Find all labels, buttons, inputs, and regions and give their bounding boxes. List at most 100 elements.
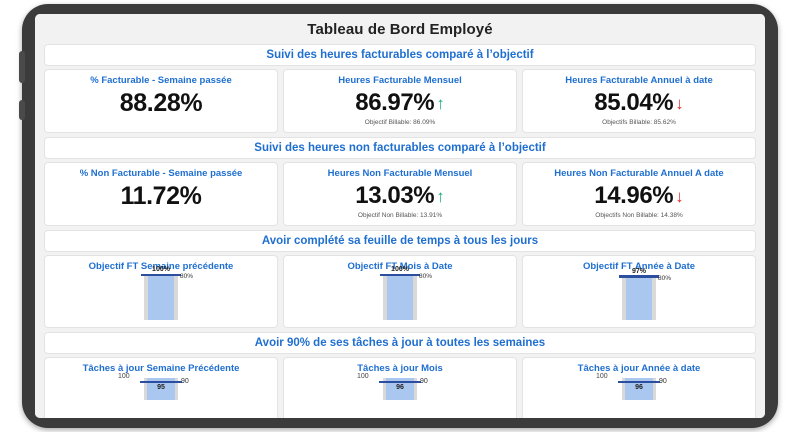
trend-down-icon: ↓ xyxy=(675,93,684,113)
gauge-card-title: Objectif FT Semaine précédente xyxy=(88,261,234,272)
gauge-target-label: 80% xyxy=(180,273,194,281)
gauge-card-ft-month-to-date[interactable]: Objectif FT Mois à Date 100% 80% xyxy=(283,255,517,329)
gauge-fill xyxy=(625,377,653,400)
bullet-gauge[interactable]: 100% 80% xyxy=(288,266,512,322)
card-row-tasks-up-to-date: Tâches à jour Semaine Précédente 95 100 … xyxy=(44,357,756,418)
gauge-card-title: Tâches à jour Semaine Précédente xyxy=(82,363,240,375)
kpi-value: 14.96% xyxy=(594,182,674,210)
bullet-gauge[interactable]: 100% 80% xyxy=(49,266,273,322)
kpi-card-title: Heures Non Facturable Annuel A date xyxy=(554,168,724,179)
gauge-card-title: Tâches à jour Année à date xyxy=(577,363,701,375)
section-header-billable-hours: Suivi des heures facturables comparé à l… xyxy=(44,44,756,66)
gauge-track: 95 100 90 xyxy=(118,373,189,400)
gauge-fill xyxy=(148,276,174,321)
volume-button[interactable] xyxy=(19,100,25,120)
gauge-card-title: Objectif FT Mois à Date xyxy=(347,261,453,272)
dashboard-screen: Tableau de Bord Employé Suivi des heures… xyxy=(35,14,765,418)
gauge-threshold-marker xyxy=(379,380,421,384)
section-header-tasks-up-to-date: Avoir 90% de ses tâches à jour à toutes … xyxy=(44,332,756,355)
kpi-card-title: Heures Facturable Annuel à date xyxy=(565,75,713,86)
gauge-target-label: 80% xyxy=(658,274,672,282)
gauge-card-title: Objectif FT Année à Date xyxy=(582,261,696,272)
kpi-card-billable-ytd[interactable]: Heures Facturable Annuel à date 85.04% ↓… xyxy=(522,69,756,133)
trend-down-icon: ↓ xyxy=(675,186,684,206)
card-row-non-billable-hours: % Non Facturable - Semaine passée 11.72%… xyxy=(44,162,756,226)
power-button[interactable] xyxy=(19,51,25,83)
gauge-card-title: Tâches à jour Mois xyxy=(357,363,443,375)
gauge-value-label: 95 xyxy=(157,383,165,391)
card-row-billable-hours: % Facturable - Semaine passée 88.28% Heu… xyxy=(44,69,756,133)
gauge-target-label: 90 xyxy=(420,377,428,385)
gauge-target-label: 90 xyxy=(181,377,189,385)
section-tasks-up-to-date: Avoir 90% de ses tâches à jour à toutes … xyxy=(44,332,756,418)
card-row-timesheet-completion: Objectif FT Semaine précédente 100% 80% … xyxy=(44,255,756,329)
kpi-value: 13.03% xyxy=(355,182,435,210)
section-header-non-billable-hours: Suivi des heures non facturables comparé… xyxy=(44,137,756,159)
gauge-target-label: 80% xyxy=(419,273,433,281)
gauge-track: 100% 80% xyxy=(141,266,193,321)
kpi-card-title: % Facturable - Semaine passée xyxy=(90,75,232,86)
gauge-threshold-marker xyxy=(140,380,182,384)
gauge-fill xyxy=(387,276,413,321)
kpi-value-row: 86.97% ↑ xyxy=(355,91,445,115)
section-header-timesheet-completion: Avoir complété sa feuille de temps à tou… xyxy=(44,230,756,252)
gauge-track: 97% 80% xyxy=(619,268,671,321)
gauge-fill xyxy=(147,377,175,400)
gauge-track: 96 100 90 xyxy=(596,373,667,400)
gauge-card-tasks-year-to-date[interactable]: Tâches à jour Année à date 96 100 90 xyxy=(522,357,756,418)
bullet-gauge[interactable]: 95 100 90 xyxy=(49,373,273,402)
gauge-track: 100% 80% xyxy=(380,266,432,321)
kpi-value: 11.72% xyxy=(120,182,202,211)
kpi-value-row: 85.04% ↓ xyxy=(594,91,684,115)
kpi-value-row: 14.96% ↓ xyxy=(594,184,684,208)
kpi-card-non-billable-ytd[interactable]: Heures Non Facturable Annuel A date 14.9… xyxy=(522,162,756,226)
kpi-card-non-billable-last-week[interactable]: % Non Facturable - Semaine passée 11.72% xyxy=(44,162,278,226)
gauge-axis-label: 100 xyxy=(118,372,130,380)
gauge-card-tasks-last-week[interactable]: Tâches à jour Semaine Précédente 95 100 … xyxy=(44,357,278,418)
kpi-card-title: Heures Non Facturable Mensuel xyxy=(327,168,473,179)
kpi-card-billable-last-week[interactable]: % Facturable - Semaine passée 88.28% xyxy=(44,69,278,133)
kpi-value: 88.28% xyxy=(119,89,203,118)
kpi-card-billable-monthly[interactable]: Heures Facturable Mensuel 86.97% ↑ Objec… xyxy=(283,69,517,133)
kpi-target-label: Objectif Billable: 86.09% xyxy=(364,119,436,127)
gauge-threshold-marker xyxy=(618,380,660,384)
kpi-target-label: Objectif Non Billable: 13.91% xyxy=(357,212,443,220)
kpi-target-label: Objectifs Billable: 85.62% xyxy=(602,119,676,127)
gauge-threshold-marker xyxy=(141,273,181,277)
kpi-value: 86.97% xyxy=(355,89,435,117)
gauge-fill xyxy=(386,377,414,400)
gauge-value-label: 97% xyxy=(631,267,646,275)
section-non-billable-hours: Suivi des heures non facturables comparé… xyxy=(44,137,756,226)
trend-up-icon: ↑ xyxy=(436,186,445,206)
section-timesheet-completion: Avoir complété sa feuille de temps à tou… xyxy=(44,230,756,329)
gauge-value-label: 96 xyxy=(396,383,404,391)
gauge-card-ft-year-to-date[interactable]: Objectif FT Année à Date 97% 80% xyxy=(522,255,756,329)
page-title: Tableau de Bord Employé xyxy=(307,21,493,38)
kpi-card-title: % Non Facturable - Semaine passée xyxy=(79,168,243,179)
kpi-value-row: 11.72% xyxy=(120,184,201,209)
bullet-gauge[interactable]: 96 100 90 xyxy=(288,373,512,402)
gauge-fill xyxy=(626,277,652,321)
gauge-threshold-marker xyxy=(380,273,420,277)
gauge-card-ft-last-week[interactable]: Objectif FT Semaine précédente 100% 80% xyxy=(44,255,278,329)
kpi-target-label: Objectifs Non Billable: 14.38% xyxy=(595,212,683,220)
gauge-value-label: 96 xyxy=(635,383,643,391)
gauge-value-label: 100% xyxy=(152,266,170,274)
gauge-track: 96 100 90 xyxy=(357,373,428,400)
bullet-gauge[interactable]: 96 100 90 xyxy=(527,373,751,402)
kpi-card-non-billable-monthly[interactable]: Heures Non Facturable Mensuel 13.03% ↑ O… xyxy=(283,162,517,226)
section-billable-hours: Suivi des heures facturables comparé à l… xyxy=(44,44,756,133)
kpi-value-row: 88.28% xyxy=(119,89,203,118)
tablet-device-frame: Tableau de Bord Employé Suivi des heures… xyxy=(19,4,778,428)
gauge-target-label: 90 xyxy=(659,377,667,385)
gauge-value-label: 100% xyxy=(391,266,409,274)
gauge-axis-label: 100 xyxy=(357,372,369,380)
kpi-value: 85.04% xyxy=(594,89,674,117)
kpi-value-row: 13.03% ↑ xyxy=(355,184,445,208)
device-screen-bezel: Tableau de Bord Employé Suivi des heures… xyxy=(35,14,765,418)
gauge-card-tasks-month[interactable]: Tâches à jour Mois 96 100 90 xyxy=(283,357,517,418)
bullet-gauge[interactable]: 97% 80% xyxy=(527,268,751,322)
gauge-axis-label: 100 xyxy=(596,372,608,380)
gauge-threshold-marker xyxy=(619,275,659,278)
kpi-card-title: Heures Facturable Mensuel xyxy=(338,75,462,86)
